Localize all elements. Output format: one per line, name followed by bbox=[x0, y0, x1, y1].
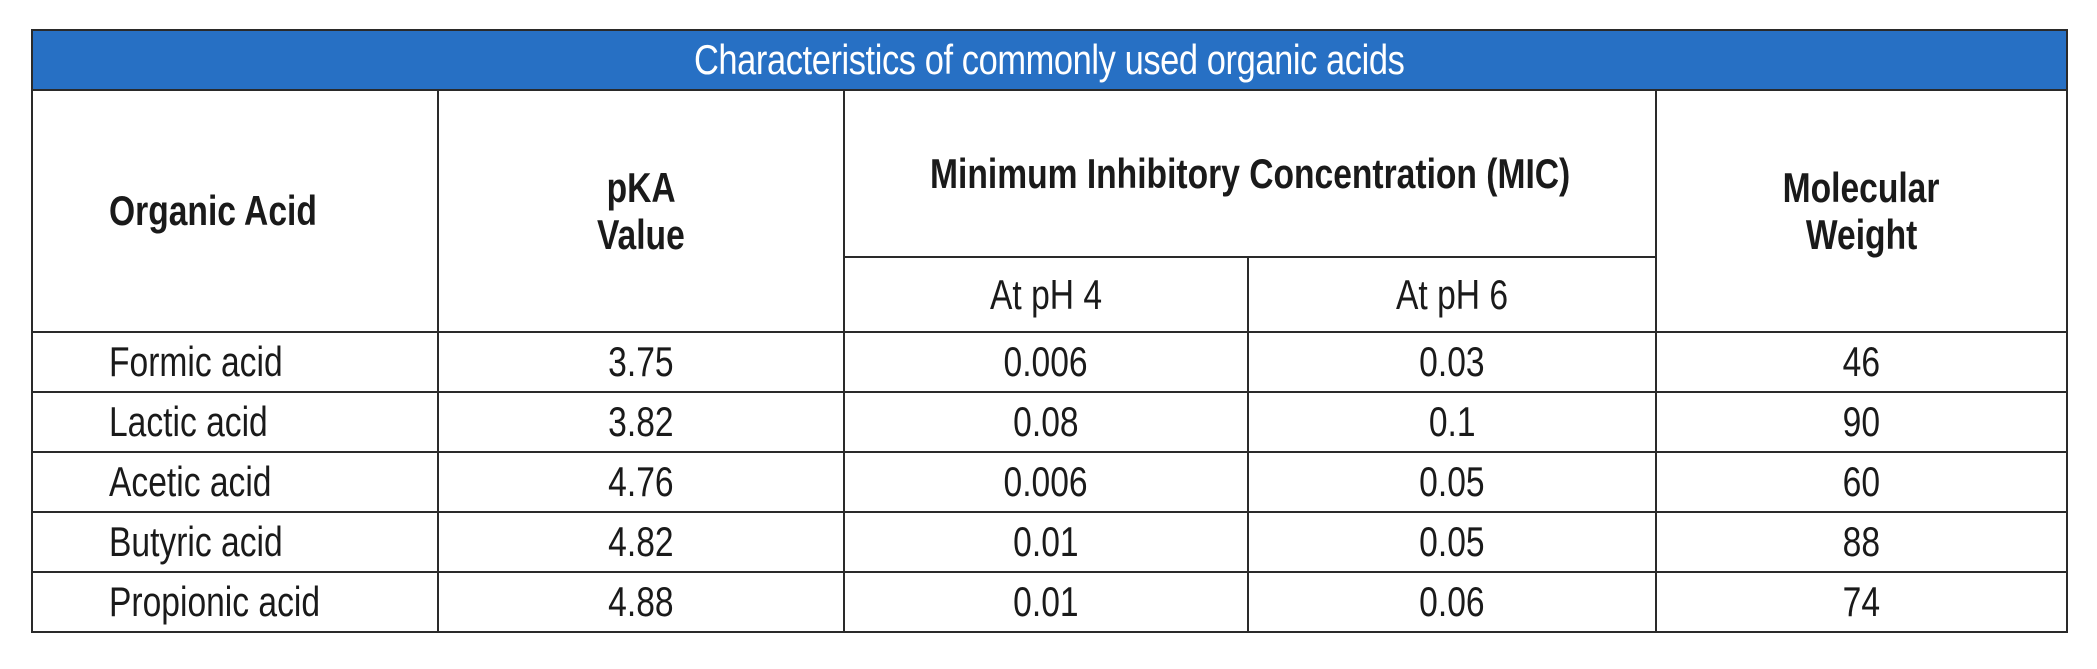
mw-text: 74 bbox=[1842, 578, 1881, 625]
pka-text: 3.82 bbox=[608, 398, 674, 445]
header-organic-acid-text: Organic Acid bbox=[109, 187, 317, 235]
cell-acid-name: Propionic acid bbox=[31, 571, 439, 633]
header-pka-line1: pKA bbox=[606, 163, 676, 211]
mic-ph4-text: 0.01 bbox=[1013, 518, 1079, 565]
cell-mic-ph4: 0.01 bbox=[843, 571, 1249, 633]
header-mic: Minimum Inhibitory Concentration (MIC) bbox=[843, 88, 1657, 259]
cell-acid-name: Lactic acid bbox=[31, 391, 439, 453]
table-row: Formic acid 3.75 0.006 0.03 46 bbox=[31, 331, 2069, 393]
cell-pka: 3.75 bbox=[437, 331, 845, 393]
cell-pka: 4.76 bbox=[437, 451, 845, 513]
header-organic-acid: Organic Acid bbox=[31, 89, 439, 333]
header-mic-ph4-text: At pH 4 bbox=[989, 270, 1103, 318]
cell-molecular-weight: 60 bbox=[1654, 451, 2069, 513]
table-row: Acetic acid 4.76 0.006 0.05 60 bbox=[31, 451, 2069, 513]
cell-mic-ph6: 0.1 bbox=[1247, 391, 1657, 453]
organic-acids-table: Characteristics of commonly used organic… bbox=[30, 29, 2069, 633]
pka-text: 4.88 bbox=[608, 578, 674, 625]
cell-acid-name: Formic acid bbox=[31, 331, 439, 393]
cell-mic-ph6: 0.05 bbox=[1247, 451, 1657, 513]
cell-mic-ph4: 0.08 bbox=[843, 391, 1249, 453]
cell-molecular-weight: 90 bbox=[1654, 391, 2069, 453]
cell-pka: 4.88 bbox=[437, 571, 845, 633]
cell-acid-name: Butyric acid bbox=[31, 511, 439, 573]
header-mic-ph6-text: At pH 6 bbox=[1395, 270, 1509, 318]
header-mw-line1: Molecular bbox=[1783, 163, 1940, 211]
mic-ph6-text: 0.03 bbox=[1419, 338, 1485, 385]
acid-name-text: Acetic acid bbox=[109, 458, 272, 505]
mic-ph6-text: 0.06 bbox=[1419, 578, 1485, 625]
header-pka: pKA Value bbox=[437, 89, 845, 333]
header-mic-ph4: At pH 4 bbox=[843, 256, 1249, 333]
mic-ph6-text: 0.05 bbox=[1419, 458, 1485, 505]
mw-text: 90 bbox=[1842, 398, 1881, 445]
cell-mic-ph4: 0.01 bbox=[843, 511, 1249, 573]
mw-text: 60 bbox=[1842, 458, 1881, 505]
table-title-text: Characteristics of commonly used organic… bbox=[694, 36, 1405, 83]
acid-name-text: Formic acid bbox=[109, 338, 283, 385]
table-title: Characteristics of commonly used organic… bbox=[30, 29, 2069, 91]
cell-molecular-weight: 88 bbox=[1654, 511, 2069, 573]
title-row: Characteristics of commonly used organic… bbox=[30, 29, 2069, 91]
header-molecular-weight: Molecular Weight bbox=[1654, 89, 2069, 333]
cell-molecular-weight: 74 bbox=[1654, 571, 2069, 633]
header-pka-line2: Value bbox=[597, 211, 685, 258]
mw-text: 88 bbox=[1842, 518, 1881, 565]
cell-pka: 4.82 bbox=[437, 511, 845, 573]
mic-ph4-text: 0.006 bbox=[1003, 458, 1089, 505]
mic-ph4-text: 0.006 bbox=[1003, 338, 1089, 385]
header-mic-text: Minimum Inhibitory Concentration (MIC) bbox=[929, 150, 1571, 198]
cell-mic-ph4: 0.006 bbox=[843, 331, 1249, 393]
mic-ph6-text: 0.05 bbox=[1419, 518, 1485, 565]
pka-text: 4.76 bbox=[608, 458, 674, 505]
pka-text: 3.75 bbox=[608, 338, 674, 385]
header-mic-ph6: At pH 6 bbox=[1247, 256, 1657, 333]
cell-mic-ph4: 0.006 bbox=[843, 451, 1249, 513]
table-row: Lactic acid 3.82 0.08 0.1 90 bbox=[31, 391, 2069, 453]
cell-pka: 3.82 bbox=[437, 391, 845, 453]
cell-mic-ph6: 0.03 bbox=[1247, 331, 1657, 393]
cell-molecular-weight: 46 bbox=[1654, 331, 2069, 393]
cell-acid-name: Acetic acid bbox=[31, 451, 439, 513]
mw-text: 46 bbox=[1842, 338, 1881, 385]
header-row-sub: At pH 4 At pH 6 bbox=[32, 256, 2067, 333]
table-row: Propionic acid 4.88 0.01 0.06 74 bbox=[31, 571, 2069, 633]
mic-ph4-text: 0.01 bbox=[1013, 578, 1079, 625]
organic-acids-table-container: Characteristics of commonly used organic… bbox=[30, 29, 2069, 634]
mic-ph6-text: 0.1 bbox=[1428, 398, 1476, 445]
acid-name-text: Lactic acid bbox=[109, 398, 268, 445]
table-row: Butyric acid 4.82 0.01 0.05 88 bbox=[31, 511, 2069, 573]
pka-text: 4.82 bbox=[608, 518, 674, 565]
header-row-top: Organic Acid pKA Value Minimum Inhibitor… bbox=[31, 88, 2069, 333]
mic-ph4-text: 0.08 bbox=[1013, 398, 1079, 445]
acid-name-text: Butyric acid bbox=[109, 518, 283, 565]
header-mw-line2: Weight bbox=[1805, 211, 1918, 258]
cell-mic-ph6: 0.05 bbox=[1247, 511, 1657, 573]
cell-mic-ph6: 0.06 bbox=[1247, 571, 1657, 633]
acid-name-text: Propionic acid bbox=[109, 578, 321, 625]
